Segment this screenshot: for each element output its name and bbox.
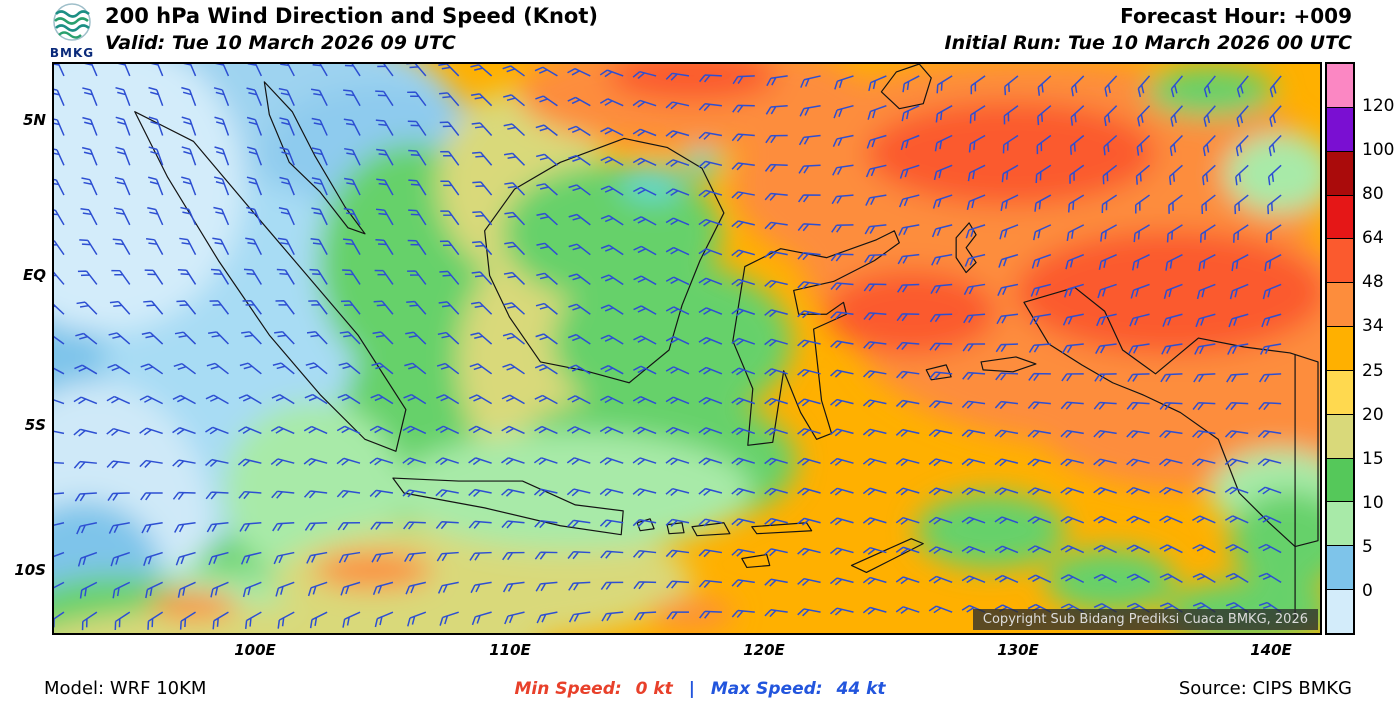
lon-tick-120e: 120E [743, 641, 785, 659]
bmkg-logo: BMKG [44, 2, 100, 60]
legend-segment [1327, 546, 1353, 591]
legend-segment [1327, 502, 1353, 547]
legend-value: 20 [1362, 404, 1384, 425]
forecast-hour: Forecast Hour: +009 [1120, 4, 1352, 28]
legend-segment [1327, 370, 1353, 415]
lon-tick-110e: 110E [489, 641, 531, 659]
legend-value: 120 [1362, 96, 1395, 117]
wind-barbs-layer [54, 64, 1282, 631]
legend-segment [1327, 64, 1353, 108]
min-speed-label: Min Speed: [514, 679, 622, 699]
initial-run: Initial Run: Tue 10 March 2026 00 UTC [944, 32, 1353, 54]
bmkg-logo-label: BMKG [49, 46, 95, 60]
legend-labels: 120 100 80 64 48 34 25 20 15 10 5 0 [1362, 62, 1400, 635]
coastlines [134, 64, 1319, 621]
lon-tick-130e: 130E [997, 641, 1039, 659]
legend-value: 64 [1362, 228, 1384, 249]
legend-value: 5 [1362, 536, 1373, 557]
legend-value: 34 [1362, 316, 1384, 337]
lat-tick-10s: 10S [14, 561, 46, 579]
model-label: Model: WRF 10KM [44, 678, 207, 699]
legend-segment [1327, 239, 1353, 284]
wind-speed-field [54, 64, 1320, 633]
legend-segment [1327, 414, 1353, 459]
max-speed-label: Max Speed: [710, 679, 823, 699]
legend-value: 10 [1362, 492, 1384, 513]
lon-tick-100e: 100E [234, 641, 276, 659]
legend-segment [1327, 151, 1353, 196]
legend-segment [1327, 327, 1353, 371]
lat-tick-5n: 5N [23, 111, 46, 129]
wind-map-canvas: Copyright Sub Bidang Prediksi Cuaca BMKG… [52, 62, 1322, 635]
legend-segment [1327, 107, 1353, 152]
min-speed-value: 0 kt [635, 679, 673, 699]
copyright-notice: Copyright Sub Bidang Prediksi Cuaca BMKG… [972, 609, 1318, 630]
speed-summary: Min Speed: 0 kt | Max Speed: 44 kt [0, 679, 1400, 699]
lat-tick-5s: 5S [24, 416, 46, 434]
max-speed-value: 44 kt [836, 679, 886, 699]
legend-value: 25 [1362, 360, 1384, 381]
legend-bar [1325, 62, 1355, 635]
valid-time: Valid: Tue 10 March 2026 09 UTC [105, 32, 456, 54]
legend-value: 48 [1362, 272, 1384, 293]
legend-segment [1327, 283, 1353, 328]
speed-separator: | [688, 679, 695, 699]
legend-value: 0 [1362, 580, 1373, 601]
legend-value: 80 [1362, 184, 1384, 205]
legend-segment [1327, 590, 1353, 633]
page-title: 200 hPa Wind Direction and Speed (Knot) [105, 4, 598, 28]
legend-segment [1327, 458, 1353, 503]
bmkg-logo-icon [53, 3, 91, 41]
legend-segment [1327, 195, 1353, 240]
legend-value: 100 [1362, 140, 1395, 161]
legend-value: 15 [1362, 448, 1384, 469]
source-label: Source: CIPS BMKG [1178, 678, 1352, 699]
lat-tick-eq: EQ [23, 266, 46, 284]
lon-tick-140e: 140E [1250, 641, 1292, 659]
